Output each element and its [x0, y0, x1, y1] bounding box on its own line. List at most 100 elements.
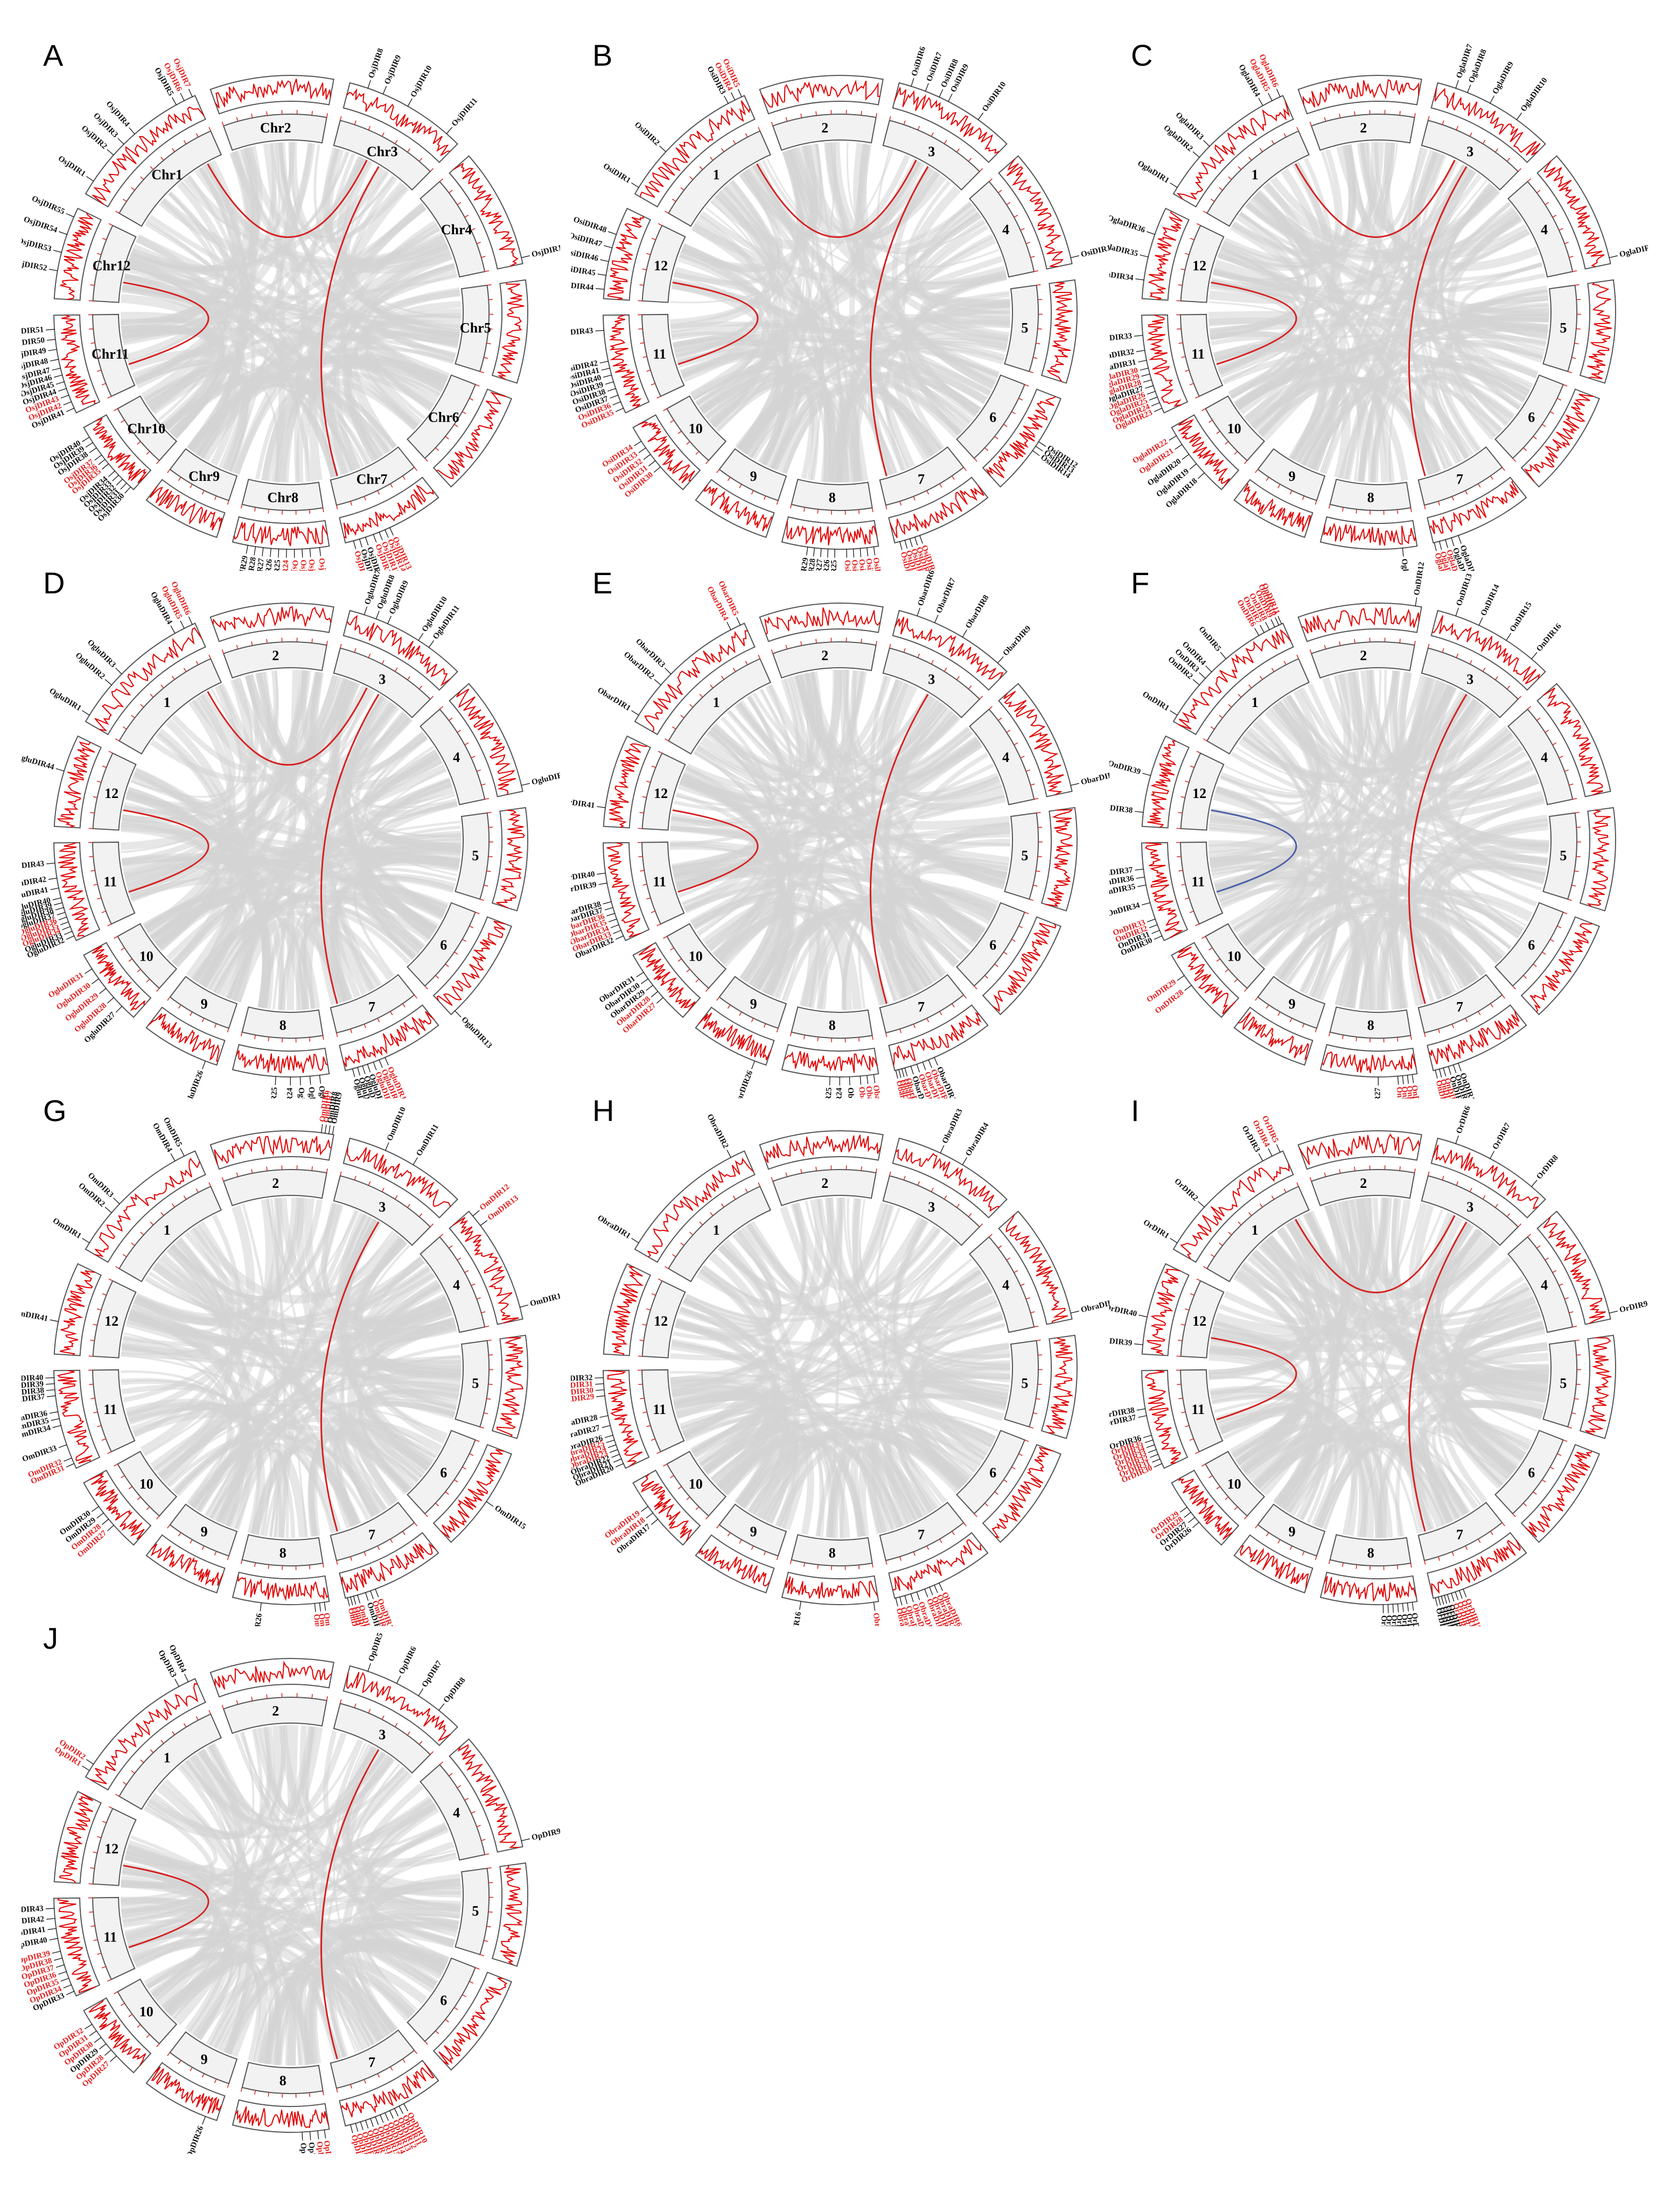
synteny-link: [671, 1199, 823, 1398]
gene-density-line: [1585, 1337, 1612, 1436]
scale-tick: [227, 1556, 229, 1560]
chromosome-label: 3: [1466, 1199, 1473, 1215]
synteny-link: [922, 1381, 1008, 1400]
synteny-link: [1435, 1222, 1549, 1370]
chromosome-label: 8: [1367, 1018, 1374, 1033]
gene-label: OmDIR1: [51, 1216, 83, 1241]
gene-leader-line: [899, 541, 903, 550]
scale-tick: [1328, 1559, 1331, 1564]
chromosome-box: [1180, 313, 1224, 397]
panel-letter: C: [1131, 38, 1153, 72]
scale-tick: [171, 675, 175, 680]
scale-tick: [484, 798, 490, 800]
gene-leader-line: [636, 972, 644, 978]
chromosome-label: 1: [164, 1222, 171, 1238]
scale-tick: [1011, 411, 1016, 415]
chromosome-box: [1507, 708, 1574, 806]
chromosome-2: 2: [209, 603, 334, 679]
scale-tick: [251, 641, 253, 646]
gene-leader-line: [1038, 441, 1046, 447]
synteny-link: [129, 1406, 248, 1527]
chromosome-label: 3: [379, 1199, 386, 1215]
gene-density-line: [452, 1217, 519, 1324]
scale-tick: [1036, 1339, 1041, 1341]
gene-leader-line: [597, 872, 606, 875]
scale-tick: [1219, 187, 1223, 191]
chromosome-box: [117, 395, 178, 461]
gene-leader-line: [389, 2110, 394, 2119]
gene-leader-line: [362, 1066, 366, 1074]
scale-tick: [435, 975, 439, 979]
chromosome-9: 9: [1233, 448, 1326, 538]
chromosome-label: 6: [1528, 409, 1535, 425]
scale-tick: [475, 1439, 480, 1442]
gene-leader-line: [1184, 985, 1192, 991]
gene-label: OrDIR39: [1109, 1336, 1133, 1348]
chromosome-box: [92, 1369, 136, 1453]
gene-leader-line: [610, 395, 618, 398]
scale-tick: [1354, 1166, 1355, 1171]
synteny-links-background: [669, 669, 1011, 1011]
scale-tick: [998, 190, 1002, 193]
chromosome-7: 7: [879, 1501, 989, 1599]
gene-leader-line: [66, 213, 74, 218]
synteny-link: [700, 1202, 889, 1471]
scale-tick: [418, 1741, 423, 1745]
gene-label: OnDIR12: [1413, 561, 1427, 596]
chromosome-5: 5: [455, 1862, 528, 1967]
synteny-link: [173, 1369, 462, 1496]
gene-leader-line: [1138, 1415, 1147, 1418]
scale-tick: [93, 1411, 98, 1413]
gene-leader-line: [472, 1210, 480, 1216]
scale-tick: [1248, 684, 1252, 689]
scale-tick: [350, 2084, 352, 2089]
scale-tick: [1490, 1003, 1493, 1007]
synteny-link: [123, 276, 222, 430]
scale-tick: [457, 1785, 462, 1788]
gene-leader-line: [59, 231, 67, 235]
gene-leader-line: [47, 1395, 56, 1397]
chromosome-label: 9: [1289, 468, 1296, 484]
synteny-link: [1334, 845, 1549, 1006]
scale-tick: [1512, 1513, 1516, 1517]
scale-tick: [926, 490, 930, 495]
scale-tick: [464, 742, 469, 746]
chromosome-6: 6: [1494, 374, 1601, 488]
gene-leader-line: [64, 930, 73, 935]
chromosome-label: 6: [989, 937, 996, 953]
scale-tick: [705, 460, 709, 464]
synteny-link: [684, 1230, 782, 1325]
scale-tick: [377, 1018, 380, 1023]
scale-tick: [889, 116, 891, 121]
synteny-link: [132, 1934, 416, 2017]
synteny-links-background: [670, 142, 1011, 483]
chromosome-box: [92, 313, 136, 397]
scale-tick: [771, 649, 773, 654]
gene-leader-line: [1136, 1408, 1145, 1411]
gene-density-line: [92, 106, 205, 205]
synteny-link: [1211, 864, 1452, 996]
chromosome-box: [641, 841, 685, 925]
gene-leader-line: [1071, 1311, 1079, 1314]
scale-tick: [1478, 1011, 1481, 1016]
chromosome-label: 5: [1021, 848, 1028, 864]
scale-tick: [979, 1223, 983, 1228]
chromosome-7: 7: [330, 2029, 439, 2127]
chromosome-box: [772, 1169, 877, 1207]
scale-tick: [1201, 1464, 1206, 1467]
chromosome-label: 5: [472, 848, 479, 864]
scale-tick: [251, 114, 253, 118]
scale-tick: [1030, 1311, 1035, 1313]
scale-tick: [1451, 1551, 1454, 1556]
gene-leader-line: [82, 1766, 90, 1771]
synteny-link: [162, 1825, 448, 2009]
chromosome-11: 11: [53, 841, 136, 941]
scale-tick: [672, 726, 676, 730]
gene-leader-line: [631, 183, 639, 188]
scale-tick: [475, 912, 480, 914]
scale-tick: [1523, 447, 1527, 451]
synteny-link: [1409, 1203, 1490, 1298]
chromosome-box: [420, 1763, 486, 1861]
synteny-link: [1299, 684, 1452, 766]
gene-leader-line: [600, 259, 609, 262]
